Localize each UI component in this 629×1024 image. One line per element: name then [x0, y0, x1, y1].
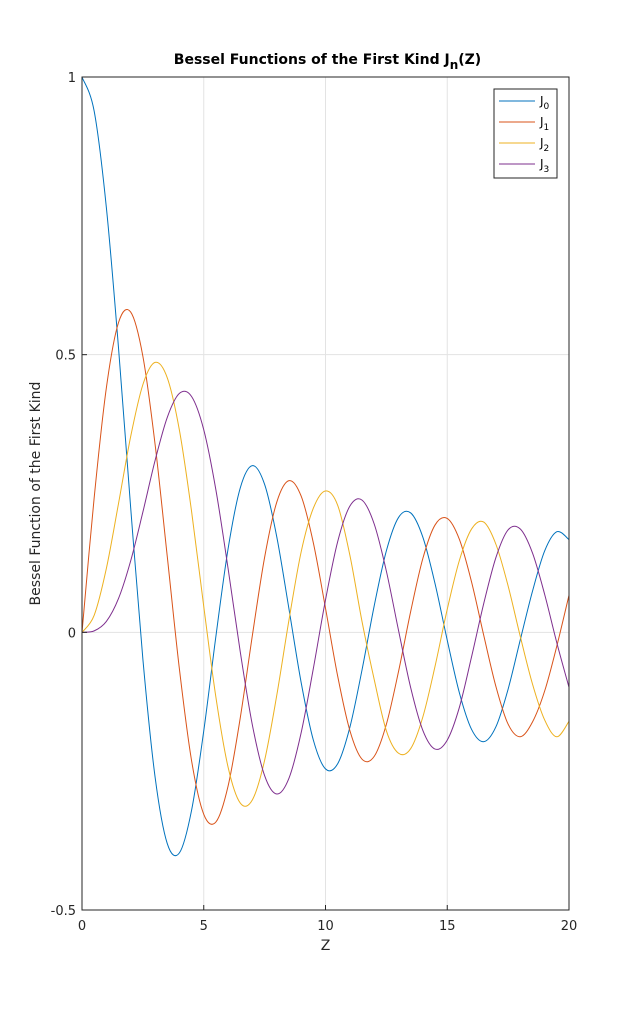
legend-item-j2[interactable]: J2 [499, 136, 549, 154]
legend-label-main: J [539, 115, 544, 129]
legend-label-subscript: 3 [544, 165, 550, 175]
legend-item-j0[interactable]: J0 [499, 94, 550, 112]
tick-layer: 0 5 10 15 20-0.500.51 [51, 71, 578, 934]
chart-title-subscript: n [450, 58, 459, 72]
legend-label: J2 [539, 136, 549, 154]
legend-box [493, 88, 558, 179]
y-tick-label: 1 [68, 71, 76, 86]
series-line-j0 [81, 76, 570, 857]
legend-label: J0 [539, 94, 550, 112]
y-tick-label: 0.5 [55, 349, 76, 364]
legend-label-subscript: 1 [544, 123, 550, 133]
chart-title-main: Bessel Functions of the First Kind J [174, 52, 450, 68]
y-tick-label: 0 [68, 626, 76, 641]
x-tick-label: 0 [78, 919, 86, 934]
series-line-j1 [81, 309, 570, 825]
series-line-j3 [81, 390, 570, 795]
legend-label-main: J [539, 94, 544, 108]
legend-label: J3 [539, 157, 549, 175]
x-axis-label: Z [321, 938, 331, 954]
series-line-j2 [81, 361, 570, 807]
legend-item-j1[interactable]: J1 [499, 115, 549, 133]
series-layer [81, 76, 570, 857]
x-tick-label: 10 [317, 919, 334, 934]
legend-label-subscript: 0 [544, 102, 550, 112]
legend-label-main: J [539, 136, 544, 150]
legend-label: J1 [539, 115, 549, 133]
x-tick-label: 5 [200, 919, 208, 934]
legend-label-main: J [539, 157, 544, 171]
x-tick-label: 15 [439, 919, 456, 934]
x-tick-label: 20 [561, 919, 578, 934]
chart-title: Bessel Functions of the First Kind Jn(Z) [174, 52, 481, 72]
chart-title-suffix: (Z) [458, 52, 481, 68]
legend-label-subscript: 2 [544, 144, 550, 154]
legend-item-j3[interactable]: J3 [499, 157, 549, 175]
y-tick-label: -0.5 [51, 904, 76, 919]
y-axis-label: Bessel Function of the First Kind [28, 382, 44, 606]
